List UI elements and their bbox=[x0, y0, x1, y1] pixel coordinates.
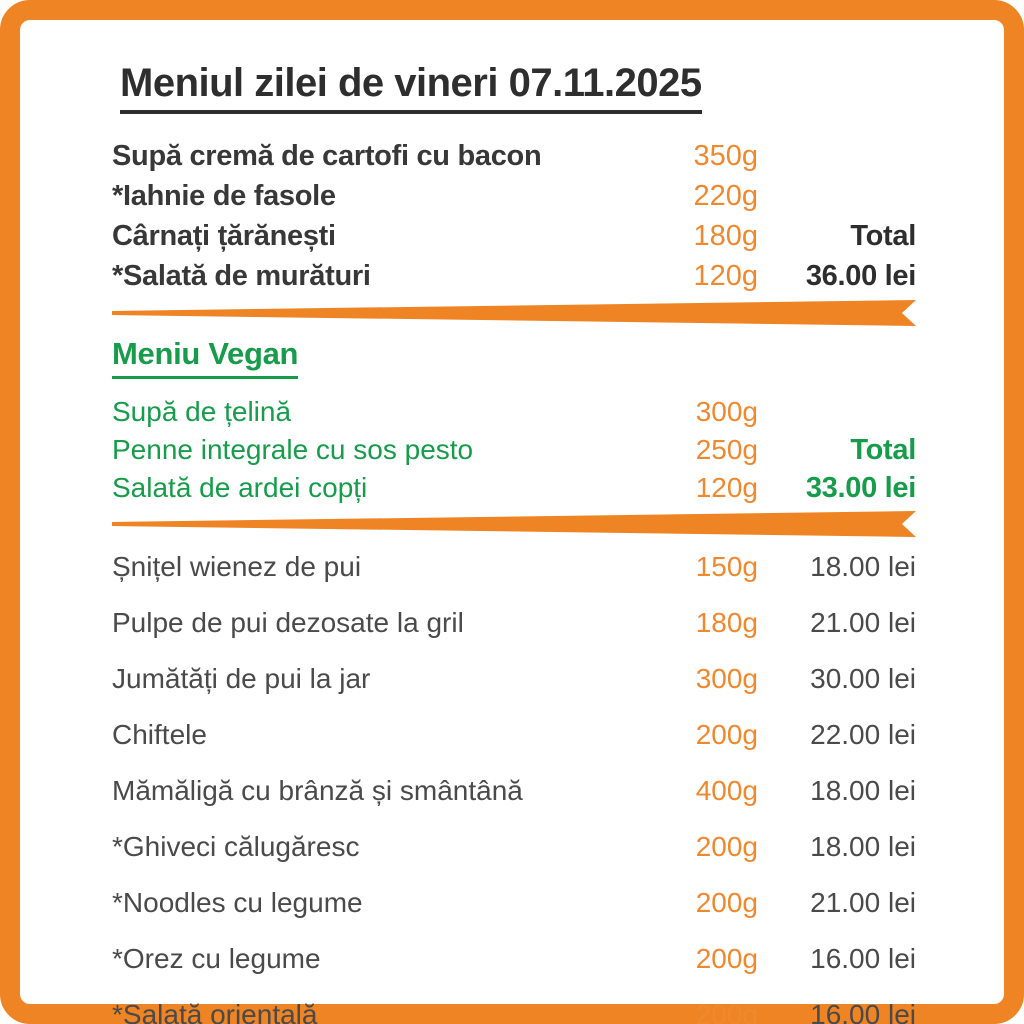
vegan-total-label: Total bbox=[850, 434, 916, 466]
item-price: 18.00 lei bbox=[810, 831, 916, 862]
item-weight: 180g bbox=[693, 220, 758, 252]
item-name: Cârnați țărănești bbox=[112, 220, 336, 252]
vegan-section-heading: Meniu Vegan bbox=[112, 336, 298, 379]
vegan-total-value: 33.00 lei bbox=[805, 472, 916, 504]
item-name: Pulpe de pui dezosate la gril bbox=[112, 607, 464, 638]
menu-item-row: *Orez cu legume 200g 16.00 lei bbox=[112, 931, 916, 987]
item-weight: 200g bbox=[695, 831, 758, 862]
item-name: Supă cremă de cartofi cu bacon bbox=[112, 140, 542, 172]
menu-item-row: *Ghiveci călugăresc 200g 18.00 lei bbox=[112, 819, 916, 875]
menu-item-row: Cârnați țărănești 180g Total bbox=[112, 216, 916, 256]
item-weight: 200g bbox=[695, 719, 758, 750]
daily-total-label: Total bbox=[850, 220, 916, 252]
item-weight: 250g bbox=[695, 434, 758, 465]
ribbon-divider-icon bbox=[112, 300, 916, 326]
menu-item-row: Jumătăți de pui la jar 300g 30.00 lei bbox=[112, 651, 916, 707]
menu-item-row: Chiftele 200g 22.00 lei bbox=[112, 707, 916, 763]
item-name: Penne integrale cu sos pesto bbox=[112, 434, 474, 465]
a-la-carte-section: Șnițel wienez de pui 150g 18.00 lei Pulp… bbox=[112, 539, 916, 1024]
menu-item-row: *Iahnie de fasole 220g bbox=[112, 176, 916, 216]
item-weight: 200g bbox=[695, 999, 758, 1024]
item-weight: 400g bbox=[695, 775, 758, 806]
item-weight: 220g bbox=[693, 180, 758, 212]
item-weight: 120g bbox=[693, 260, 758, 292]
menu-item-row: Salată de ardei copți 120g 33.00 lei bbox=[112, 469, 916, 507]
item-price: 22.00 lei bbox=[810, 719, 916, 750]
item-name: *Salată orientală bbox=[112, 999, 318, 1024]
menu-item-row: *Salată de murături 120g 36.00 lei bbox=[112, 256, 916, 296]
item-price: 18.00 lei bbox=[810, 775, 916, 806]
item-price: 21.00 lei bbox=[810, 887, 916, 918]
item-weight: 300g bbox=[695, 396, 758, 427]
item-price: 21.00 lei bbox=[810, 607, 916, 638]
item-weight: 180g bbox=[695, 607, 758, 638]
item-weight: 150g bbox=[695, 551, 758, 582]
item-weight: 120g bbox=[695, 472, 758, 503]
item-name: *Iahnie de fasole bbox=[112, 180, 336, 212]
item-price: 18.00 lei bbox=[810, 551, 916, 582]
item-name: *Salată de murături bbox=[112, 260, 371, 292]
item-name: *Orez cu legume bbox=[112, 943, 321, 974]
vegan-menu-section: Meniu Vegan Supă de țelină 300g Penne in… bbox=[112, 326, 916, 507]
menu-item-row: Supă cremă de cartofi cu bacon 350g bbox=[112, 136, 916, 176]
ribbon-divider-icon bbox=[112, 511, 916, 537]
item-name: Jumătăți de pui la jar bbox=[112, 663, 371, 694]
menu-item-row: *Salată orientală 200g 16.00 lei bbox=[112, 987, 916, 1024]
item-name: *Ghiveci călugăresc bbox=[112, 831, 360, 862]
vegan-menu-rows: Supă de țelină 300g Penne integrale cu s… bbox=[112, 393, 916, 507]
item-price: 16.00 lei bbox=[810, 943, 916, 974]
page-title: Meniul zilei de vineri 07.11.2025 bbox=[120, 62, 702, 114]
item-name: Chiftele bbox=[112, 719, 207, 750]
menu-item-row: Pulpe de pui dezosate la gril 180g 21.00… bbox=[112, 595, 916, 651]
menu-item-row: Penne integrale cu sos pesto 250g Total bbox=[112, 431, 916, 469]
item-name: Supă de țelină bbox=[112, 396, 292, 427]
item-weight: 200g bbox=[695, 887, 758, 918]
menu-item-row: Șnițel wienez de pui 150g 18.00 lei bbox=[112, 539, 916, 595]
menu-content: Meniul zilei de vineri 07.11.2025 Supă c… bbox=[20, 20, 1004, 1024]
item-name: Șnițel wienez de pui bbox=[112, 551, 362, 582]
item-weight: 300g bbox=[695, 663, 758, 694]
item-name: Mămăligă cu brânză și smântână bbox=[112, 775, 523, 806]
item-price: 30.00 lei bbox=[810, 663, 916, 694]
item-price: 16.00 lei bbox=[810, 999, 916, 1024]
daily-menu-section: Supă cremă de cartofi cu bacon 350g *Iah… bbox=[112, 136, 916, 296]
item-weight: 200g bbox=[695, 943, 758, 974]
item-name: Salată de ardei copți bbox=[112, 472, 368, 503]
item-name: *Noodles cu legume bbox=[112, 887, 363, 918]
item-weight: 350g bbox=[693, 140, 758, 172]
menu-item-row: Supă de țelină 300g bbox=[112, 393, 916, 431]
menu-item-row: *Noodles cu legume 200g 21.00 lei bbox=[112, 875, 916, 931]
daily-total-value: 36.00 lei bbox=[805, 260, 916, 292]
menu-item-row: Mămăligă cu brânză și smântână 400g 18.0… bbox=[112, 763, 916, 819]
